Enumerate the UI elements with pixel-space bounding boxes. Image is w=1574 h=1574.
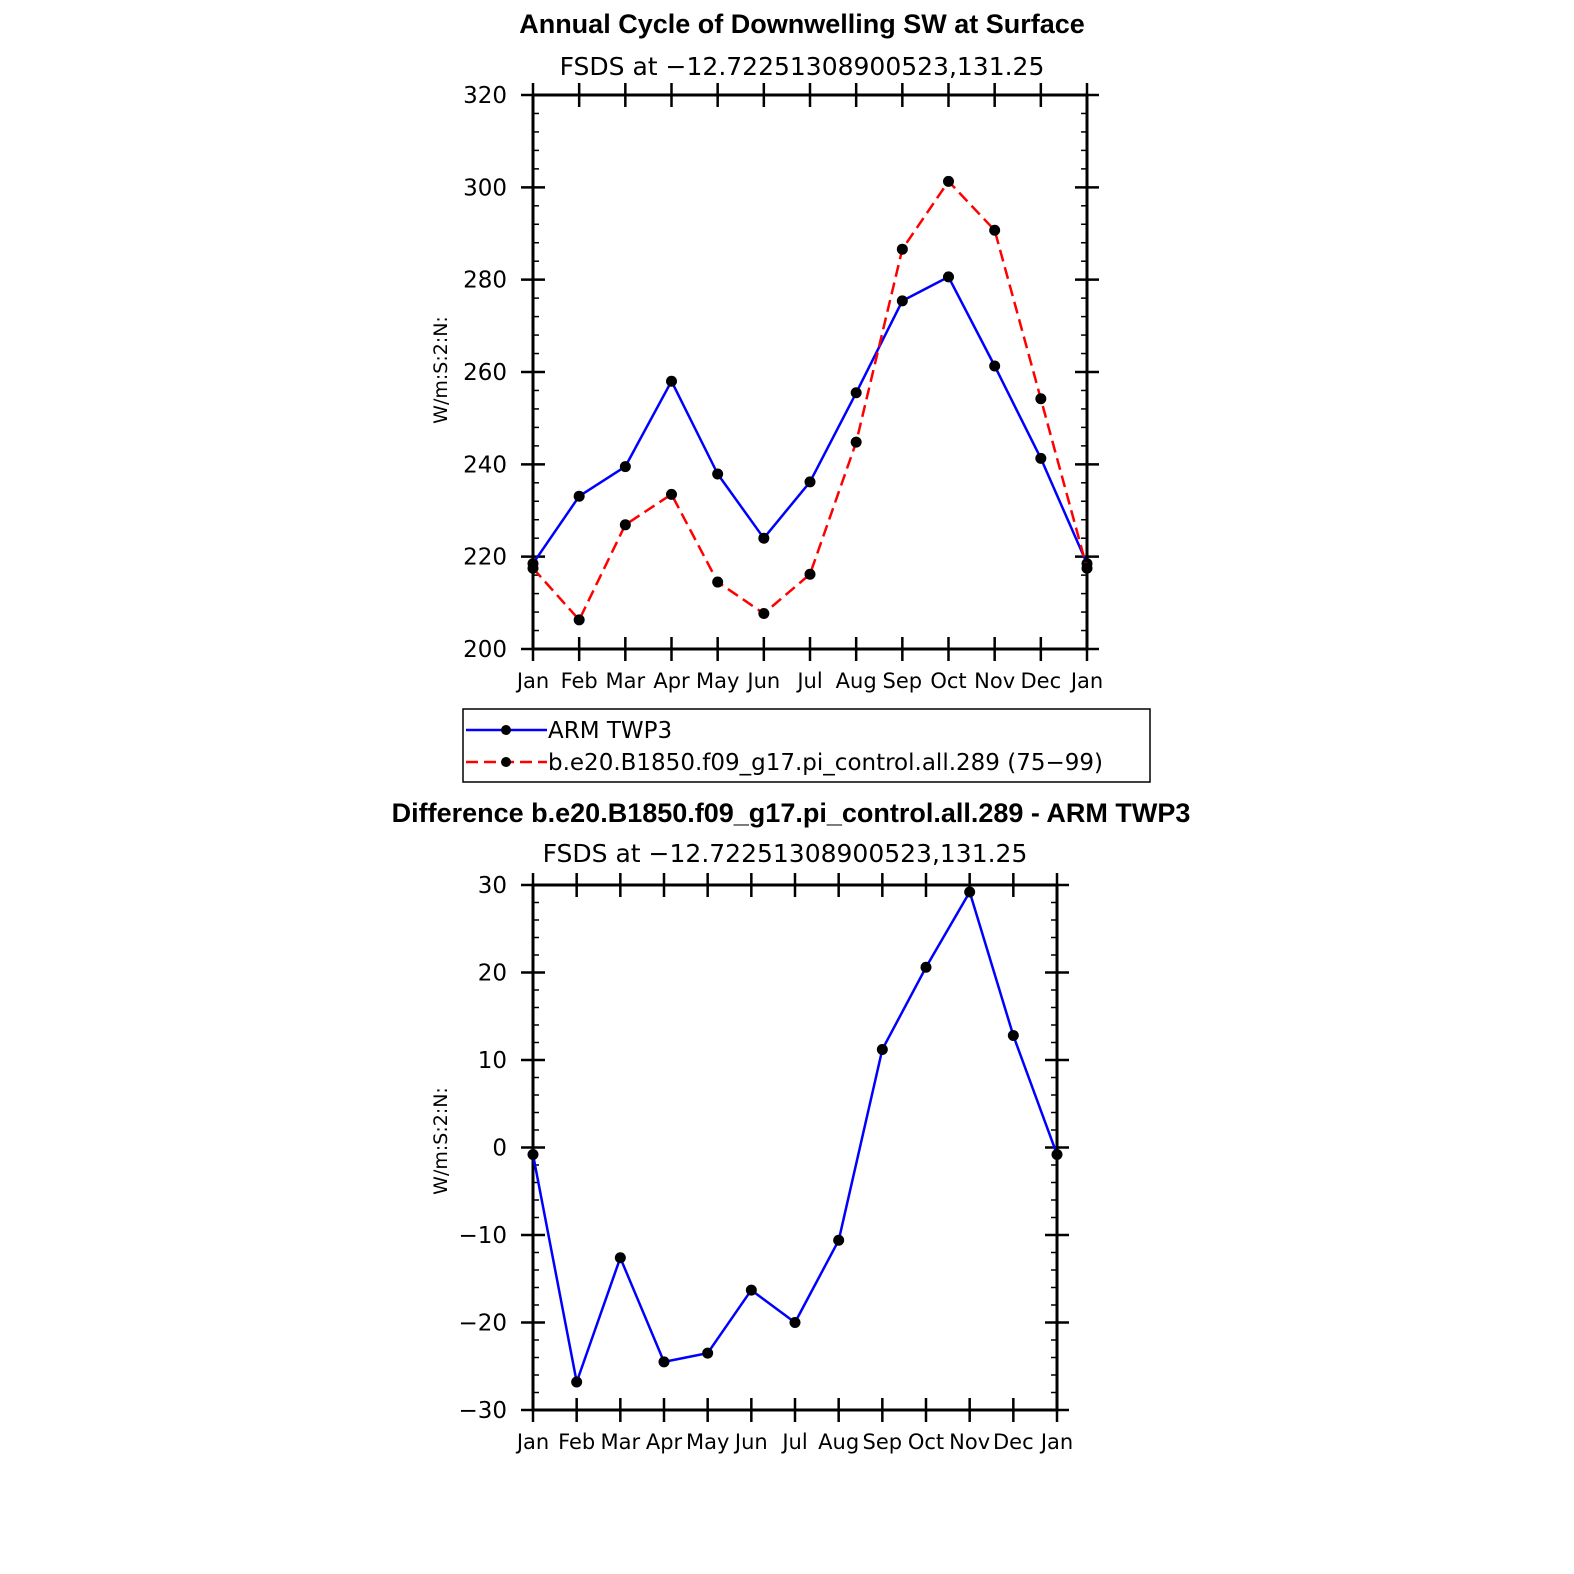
y-tick-label: −10 <box>458 1223 507 1249</box>
y-tick-label: 0 <box>492 1136 507 1162</box>
data-point <box>989 360 1001 372</box>
data-point <box>1035 452 1047 464</box>
data-point <box>712 576 724 588</box>
y-tick-label: −30 <box>458 1398 507 1424</box>
y-tick-label: 240 <box>463 452 507 478</box>
y-axis-label: W/m:S:2:N: <box>430 316 452 424</box>
x-tick-label: Mar <box>601 1430 641 1454</box>
series-line-1 <box>532 180 1089 622</box>
legend-box <box>462 708 1151 783</box>
data-point <box>804 568 816 580</box>
data-point <box>666 488 677 500</box>
data-point <box>943 271 954 283</box>
data-point <box>758 607 770 619</box>
y-axis-label: W/m:S:2:N: <box>430 1087 452 1195</box>
data-point <box>789 1317 801 1328</box>
x-tick-label: Apr <box>653 669 690 693</box>
data-point <box>666 375 677 387</box>
y-tick-label: 200 <box>463 637 507 663</box>
x-tick-label: Dec <box>993 1430 1034 1454</box>
x-tick-label: Nov <box>949 1430 990 1454</box>
legend: ARM TWP3 b.e20.B1850.f09_g17.pi_control.… <box>462 708 1151 783</box>
y-tick-label: −20 <box>458 1311 507 1337</box>
x-tick-label: Jul <box>795 669 822 693</box>
chart-subtitle: FSDS at −12.72251308900523,131.25 <box>560 52 1045 81</box>
data-point <box>876 1044 888 1055</box>
data-point <box>571 1376 583 1388</box>
data-point <box>745 1284 757 1296</box>
data-point <box>1051 1149 1063 1160</box>
x-tick-label: May <box>696 669 739 693</box>
x-tick-label: Feb <box>561 669 598 693</box>
y-tick-label: 260 <box>463 360 507 386</box>
data-point <box>920 961 932 973</box>
data-point <box>527 562 539 574</box>
series-line-0 <box>531 275 1089 565</box>
x-tick-label: Oct <box>908 1430 944 1454</box>
plot-frame <box>531 883 1059 1412</box>
data-point <box>850 387 862 399</box>
y-tick-label: 320 <box>463 83 507 109</box>
x-tick-label: Nov <box>974 669 1015 693</box>
chart-subtitle: FSDS at −12.72251308900523,131.25 <box>543 839 1028 868</box>
data-point <box>573 614 585 626</box>
data-point <box>619 519 631 531</box>
x-tick-label: Mar <box>606 669 646 693</box>
data-point <box>896 243 908 255</box>
y-tick-label: 300 <box>463 175 507 201</box>
y-tick-label: 10 <box>478 1048 507 1074</box>
data-point <box>702 1347 714 1359</box>
data-point <box>573 490 585 502</box>
y-tick-label: 280 <box>463 268 507 294</box>
data-point <box>943 175 954 187</box>
x-tick-label: Sep <box>863 1430 903 1454</box>
y-tick-label: 20 <box>478 961 507 987</box>
data-point <box>833 1234 845 1246</box>
x-tick-label: May <box>686 1430 729 1454</box>
x-tick-label: Dec <box>1021 669 1062 693</box>
difference-chart: Difference b.e20.B1850.f09_g17.pi_contro… <box>392 798 1191 1454</box>
data-point <box>896 295 908 307</box>
x-tick-label: Aug <box>836 669 877 693</box>
annual-cycle-chart: Annual Cycle of Downwelling SW at Surfac… <box>430 9 1151 783</box>
data-point <box>712 468 724 480</box>
data-point <box>527 1149 539 1160</box>
x-tick-label: Oct <box>930 669 966 693</box>
plot-frame <box>531 93 1089 651</box>
x-tick-label: Jan <box>515 1430 549 1454</box>
data-point <box>1007 1030 1019 1041</box>
legend-entry-model: b.e20.B1850.f09_g17.pi_control.all.289 (… <box>466 750 1103 776</box>
x-tick-label: Jun <box>745 669 780 693</box>
legend-label: ARM TWP3 <box>548 718 672 744</box>
y-tick-label: 30 <box>478 873 507 899</box>
legend-entry-arm-twp3: ARM TWP3 <box>466 718 672 744</box>
x-tick-label: Sep <box>883 669 923 693</box>
x-tick-label: Apr <box>646 1430 683 1454</box>
data-point <box>758 532 770 544</box>
chart-title: Annual Cycle of Downwelling SW at Surfac… <box>519 9 1085 39</box>
data-point <box>804 476 816 488</box>
chart-title: Difference b.e20.B1850.f09_g17.pi_contro… <box>392 798 1191 828</box>
data-point <box>658 1356 670 1368</box>
series-line-0 <box>531 890 1059 1384</box>
y-tick-label: 220 <box>463 545 507 571</box>
data-point <box>989 224 1001 236</box>
legend-swatch-marker <box>501 757 511 767</box>
legend-swatch-marker <box>501 725 511 735</box>
data-point <box>619 461 631 473</box>
x-tick-label: Jun <box>733 1430 768 1454</box>
x-tick-label: Feb <box>558 1430 595 1454</box>
x-tick-label: Jul <box>780 1430 807 1454</box>
legend-label: b.e20.B1850.f09_g17.pi_control.all.289 (… <box>548 750 1103 776</box>
x-tick-label: Jan <box>515 669 549 693</box>
data-point <box>1035 393 1047 405</box>
data-point <box>850 436 862 448</box>
x-tick-label: Jan <box>1039 1430 1073 1454</box>
data-point <box>1081 562 1093 574</box>
data-point <box>614 1252 626 1264</box>
x-tick-label: Aug <box>818 1430 859 1454</box>
x-tick-label: Jan <box>1069 669 1103 693</box>
data-point <box>964 886 976 898</box>
